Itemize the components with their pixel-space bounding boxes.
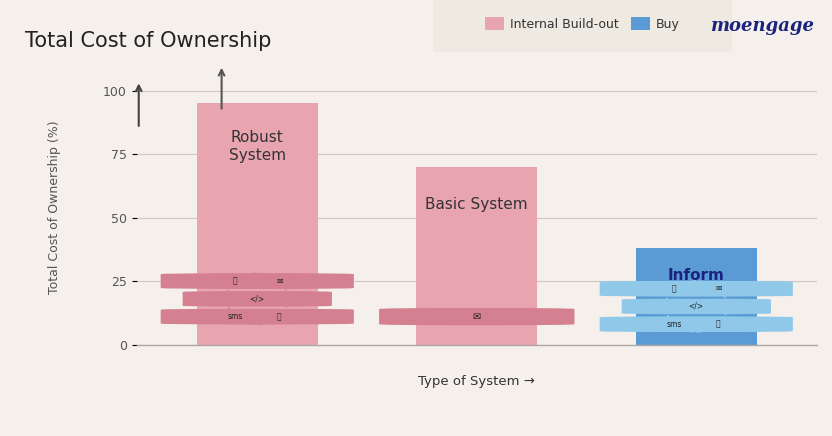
Text: moengage: moengage [711,17,815,35]
FancyBboxPatch shape [600,317,749,332]
Text: </>: </> [250,294,265,303]
Text: ✉: ✉ [276,276,282,286]
FancyBboxPatch shape [600,281,749,296]
Text: 📞: 📞 [277,312,281,321]
Text: 🔔: 🔔 [672,284,676,293]
Text: ✉: ✉ [473,312,481,322]
Bar [416,167,537,344]
FancyBboxPatch shape [622,299,771,314]
Text: </>: </> [689,302,704,311]
Text: Robust
System: Robust System [229,130,286,163]
Text: Basic System: Basic System [425,198,528,212]
FancyBboxPatch shape [379,308,574,325]
FancyBboxPatch shape [644,281,793,296]
Text: 🔔: 🔔 [233,276,238,286]
FancyBboxPatch shape [183,291,332,307]
Text: ✉: ✉ [715,284,721,293]
Y-axis label: Total Cost of Ownership (%): Total Cost of Ownership (%) [48,121,62,294]
Legend: Internal Build-out, Buy: Internal Build-out, Buy [480,12,685,36]
Text: sms: sms [228,312,243,321]
Bar [197,103,318,344]
Bar [636,248,756,344]
Text: Inform: Inform [668,269,725,283]
FancyBboxPatch shape [205,273,354,289]
Text: sms: sms [666,320,682,329]
Text: Total Cost of Ownership: Total Cost of Ownership [25,31,271,51]
FancyBboxPatch shape [644,317,793,332]
Text: 📞: 📞 [716,320,721,329]
FancyBboxPatch shape [161,273,310,289]
FancyBboxPatch shape [205,309,354,324]
Text: Type of System →: Type of System → [418,375,535,388]
FancyBboxPatch shape [161,309,310,324]
